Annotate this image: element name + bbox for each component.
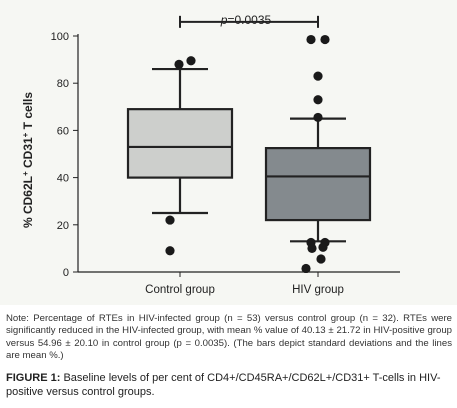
outlier-point <box>318 242 328 252</box>
box-plot-chart: 0 20 40 60 80 100 Control group HIV group % CD6… <box>21 13 400 296</box>
outlier-point <box>313 95 323 105</box>
figure-caption: FIGURE 1: Baseline levels of per cent of… <box>6 371 452 399</box>
significance-bracket <box>179 15 319 28</box>
y-tick-label: 80 <box>57 78 69 90</box>
figure-note: Note: Percentage of RTEs in HIV-infected… <box>6 313 452 362</box>
x-category-label: HIV group <box>292 284 344 296</box>
box-iqr <box>264 147 372 222</box>
y-tick-label: 40 <box>57 173 69 185</box>
y-tick-label: 60 <box>57 125 69 137</box>
outlier-point <box>320 34 330 45</box>
x-category-label: Control group <box>145 284 215 296</box>
y-tick-label: 100 <box>51 31 69 43</box>
box-series <box>126 67 372 243</box>
y-axis-label: % CD62L+ CD31+ T cells <box>21 92 36 228</box>
outlier-point <box>316 254 326 264</box>
outlier-point <box>313 71 323 81</box>
significance-label: p=0.0035 <box>220 13 272 27</box>
outlier-point <box>301 263 311 274</box>
outlier-point <box>313 112 323 123</box>
figure-label: FIGURE 1: <box>6 372 61 384</box>
outlier-point <box>307 243 317 253</box>
axes: 0 20 40 60 80 100 Control group HIV group <box>51 31 400 296</box>
outlier-point <box>165 215 175 225</box>
outlier-point <box>306 34 316 45</box>
outlier-points <box>165 34 330 274</box>
box-iqr <box>126 108 234 179</box>
outlier-point <box>165 246 175 256</box>
outlier-point <box>186 56 196 66</box>
chart-panel: 0 20 40 60 80 100 Control group HIV group % CD6… <box>0 0 457 305</box>
y-tick-label: 20 <box>57 220 69 232</box>
figure-caption-text: Baseline levels of per cent of CD4+/CD45… <box>6 372 441 398</box>
y-tick-label: 0 <box>63 267 69 279</box>
outlier-point <box>174 59 184 69</box>
